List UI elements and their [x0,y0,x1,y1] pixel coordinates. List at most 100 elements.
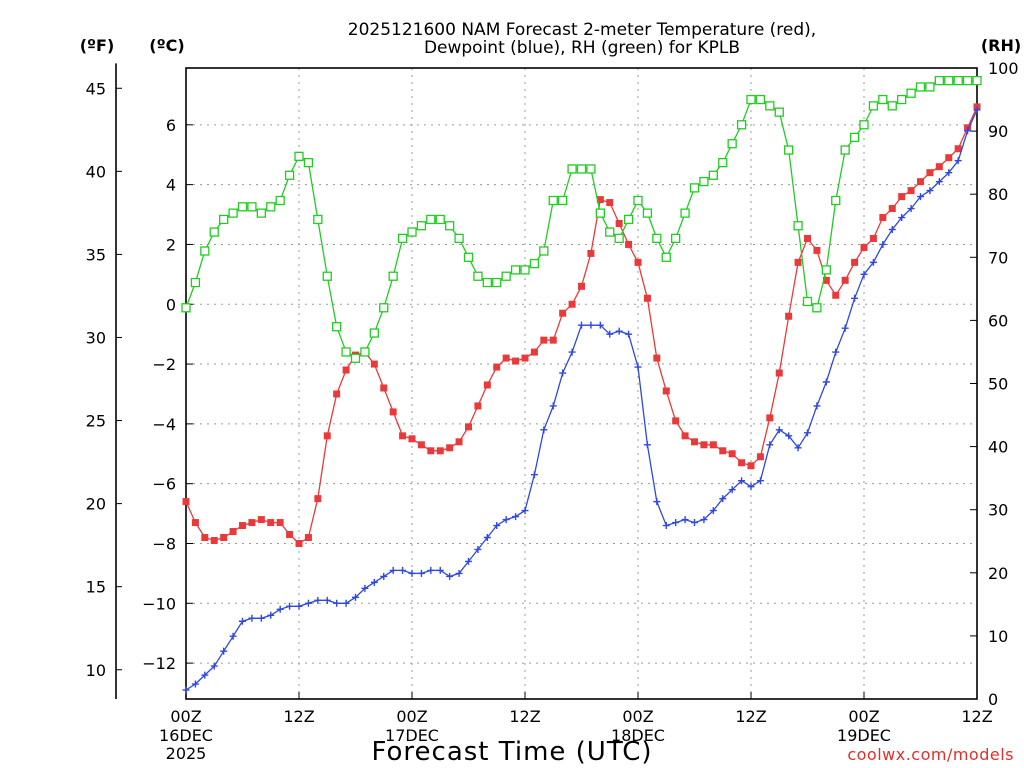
dewpoint-point [700,516,708,524]
rh-tick-label: 10 [988,627,1008,646]
rh-point [397,233,408,244]
dewpoint-point [427,566,435,574]
temperature-point [756,453,764,461]
rh-point [539,246,549,256]
dewpoint-point [352,593,359,601]
temperature-point [295,539,303,547]
dewpoint-point [907,205,915,213]
rh-point [558,195,568,206]
c-tick-label: −12 [142,654,176,673]
c-tick-label: 2 [166,235,176,254]
temperature-point [220,534,228,542]
dewpoint-point [446,572,454,580]
temperature-point [483,381,491,389]
c-tick-label: 6 [166,116,176,135]
time-tick-label: 00Z [170,707,201,726]
temperature-point [455,438,463,446]
rh-point [237,202,248,212]
rh-point [784,145,794,155]
temperature-point [257,516,265,524]
dewpoint-point [465,557,472,565]
rh-point [501,271,511,281]
rh-tick-label: 0 [988,690,998,709]
dewpoint-point [417,569,425,577]
rh-point [529,258,540,269]
rh-unit-label: (RH) [981,36,1021,55]
dewpoint-point [964,127,972,135]
date-tick-label: 19DEC [837,726,891,745]
dewpoint-point [634,363,642,371]
rh-point [944,75,954,86]
temperature-point [898,193,906,201]
dewpoint-point [625,330,633,338]
dewpoint-point [220,647,228,655]
dewpoint-point [474,545,482,553]
f-tick-label: 30 [86,328,106,347]
fahrenheit-axis-ticks: 45 40 35 30 25 20 15 10 [86,79,122,680]
dewpoint-point [530,471,538,479]
time-tick-label: 12Z [961,707,992,726]
temperature-point [832,291,840,299]
rh-point [736,120,747,130]
dewpoint-point [323,596,331,604]
temperature-point [370,360,378,368]
rh-point [699,176,709,187]
dewpoint-point [314,596,322,604]
temperature-point [530,348,538,356]
rh-point [859,120,869,130]
temperature-point [681,432,689,440]
f-tick-label: 25 [86,412,106,431]
rh-point [510,265,521,275]
rh-point [915,82,926,92]
rh-point [548,195,558,206]
dewpoint-point [709,507,717,515]
temperature-point [286,531,294,539]
temperature-point [785,312,793,320]
fahrenheit-unit-label: (ºF) [80,36,115,55]
rh-point [925,82,935,92]
date-tick-label: 16DEC [159,726,213,745]
rh-point [463,252,474,262]
rh-tick-label: 100 [988,59,1019,78]
rh-point [416,221,427,231]
dewpoint-point [512,513,520,521]
temperature-point [229,528,237,536]
temperature-point [841,276,849,284]
dewpoint-point [540,426,548,434]
rh-tick-label: 70 [988,248,1008,267]
rh-point [426,214,436,225]
rh-point [906,88,916,98]
temperature-point [493,363,501,371]
rh-point [897,94,907,105]
dewpoint-point [257,614,265,622]
rh-point [369,328,379,338]
rh-point [671,233,681,244]
time-tick-label: 00Z [848,707,879,726]
rh-point [228,208,238,218]
rh-point [868,101,879,111]
time-tick-label: 00Z [396,707,427,726]
temperature-point [578,282,585,290]
dewpoint-point [756,477,764,485]
grid-lines [186,68,977,699]
dewpoint-point [851,294,859,302]
c-tick-label: −8 [152,534,176,553]
axes [115,63,978,700]
rh-point [972,75,982,86]
dewpoint-point [954,157,962,165]
temperature-point [860,243,868,251]
c-tick-label: −10 [142,594,176,613]
temperature-point [304,534,312,542]
dewpoint-point [643,441,651,449]
dewpoint-point [559,369,567,377]
temperature-point [653,354,661,362]
rh-tick-label: 40 [988,438,1008,457]
f-tick-label: 10 [86,661,106,680]
dewpoint-point [832,348,840,356]
f-tick-label: 35 [86,245,106,264]
temperature-point [672,417,680,425]
dewpoint-point [879,240,887,248]
temperature-point [634,258,642,266]
dewpoint-point [794,444,802,452]
